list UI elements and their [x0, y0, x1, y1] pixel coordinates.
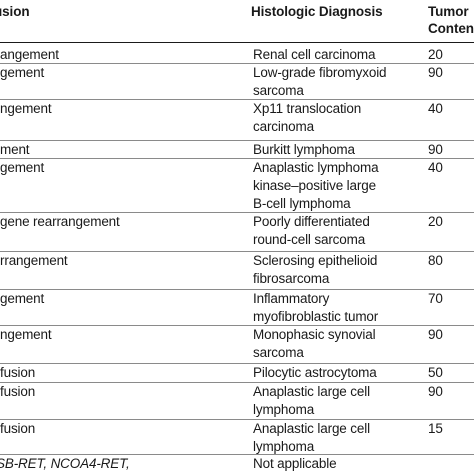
diagnosis-line: fibrosarcoma: [253, 270, 330, 286]
diagnosis-line: Xp11 translocation: [253, 101, 362, 116]
cell-fusion: fusion: [0, 365, 36, 380]
header-tumor-content-line2: Content: [428, 20, 474, 36]
row-divider: [0, 211, 474, 213]
cell-tumor-content: 20: [428, 47, 443, 62]
diagnosis-line: Poorly differentiated: [253, 214, 370, 229]
cell-tumor-content: 15: [428, 421, 443, 436]
table-header: usion Histologic Diagnosis Tumor Content: [0, 0, 474, 42]
cell-diagnosis: Renal cell carcinoma: [253, 46, 375, 64]
diagnosis-line: sarcoma: [253, 82, 304, 98]
cell-tumor-content: 40: [428, 101, 443, 116]
diagnosis-line: Renal cell carcinoma: [253, 47, 376, 62]
cell-tumor-content: 90: [428, 384, 443, 399]
header-histologic-diagnosis: Histologic Diagnosis: [251, 4, 383, 19]
diagnosis-line: Pilocytic astrocytoma: [253, 365, 377, 380]
cell-fusion: ment: [0, 142, 30, 157]
cell-diagnosis: Poorly differentiated round-cell sarcoma: [253, 213, 370, 249]
diagnosis-line: lymphoma: [253, 438, 315, 454]
cell-tumor-content: 90: [428, 65, 443, 80]
row-divider: [0, 157, 474, 159]
row-divider: [0, 381, 474, 383]
cell-fusion: gement: [0, 160, 45, 175]
diagnosis-line: round-cell sarcoma: [253, 231, 366, 247]
cell-diagnosis: Anaplastic large cell lymphoma: [253, 383, 370, 419]
cell-fusion: gement: [0, 291, 45, 306]
diagnosis-line: sarcoma: [253, 344, 304, 360]
cell-diagnosis: Pilocytic astrocytoma: [253, 364, 377, 382]
cell-fusion: fusion: [0, 421, 36, 436]
row-divider: [0, 250, 474, 252]
diagnosis-line: carcinoma: [253, 118, 314, 134]
cell-diagnosis: Anaplastic large cell lymphoma: [253, 420, 370, 456]
diagnosis-line: Monophasic synovial: [253, 327, 376, 342]
cell-diagnosis: Low-grade fibromyxoid sarcoma: [253, 64, 387, 100]
diagnosis-line: B-cell lymphoma: [253, 195, 351, 211]
diagnosis-line: Not applicable: [253, 456, 337, 471]
cell-diagnosis: Not applicable: [253, 455, 337, 473]
diagnosis-line: Sclerosing epithelioid: [253, 253, 378, 268]
cell-tumor-content: 50: [428, 365, 443, 380]
row-divider: [0, 62, 474, 64]
header-tumor-content-line1: Tumor: [428, 4, 469, 19]
diagnosis-line: Anaplastic large cell: [253, 384, 370, 399]
cell-diagnosis: Anaplastic lymphoma kinase–positive large…: [253, 159, 379, 212]
diagnosis-line: lymphoma: [253, 401, 315, 417]
cell-tumor-content: 40: [428, 160, 443, 175]
cell-tumor-content: 90: [428, 327, 443, 342]
header-fusion: usion: [0, 4, 30, 19]
cell-fusion: angement: [0, 47, 59, 62]
row-divider: [0, 324, 474, 326]
diagnosis-line: Low-grade fibromyxoid: [253, 65, 387, 80]
row-divider: [0, 98, 474, 100]
diagnosis-line: Anaplastic lymphoma: [253, 160, 379, 175]
cell-tumor-content: 90: [428, 142, 443, 157]
row-divider: [0, 139, 474, 141]
diagnosis-line: Burkitt lymphoma: [253, 142, 355, 157]
row-divider: [0, 418, 474, 420]
cell-tumor-content: 20: [428, 214, 443, 229]
header-divider: [0, 42, 474, 44]
cell-fusion: ngement: [0, 101, 52, 116]
header-tumor-content: Tumor Content: [428, 4, 474, 37]
cell-fusion: gement: [0, 65, 45, 80]
cell-fusion: rrangement: [0, 253, 68, 268]
row-divider: [0, 453, 474, 455]
cell-diagnosis: Burkitt lymphoma: [253, 141, 355, 159]
diagnosis-line: Anaplastic large cell: [253, 421, 370, 436]
row-divider: [0, 288, 474, 290]
diagnosis-line: myofibroblastic tumor: [253, 308, 379, 324]
cell-diagnosis: Monophasic synovial sarcoma: [253, 326, 376, 362]
cell-diagnosis: Sclerosing epithelioid fibrosarcoma: [253, 252, 377, 288]
cell-fusion: fusion: [0, 384, 36, 399]
cell-diagnosis: Xp11 translocation carcinoma: [253, 100, 361, 136]
diagnosis-line: kinase–positive large: [253, 177, 376, 193]
cell-tumor-content: 70: [428, 291, 443, 306]
cell-fusion: gene rearrangement: [0, 214, 120, 229]
cell-fusion: ngement: [0, 327, 52, 342]
diagnosis-line: Inflammatory: [253, 291, 330, 306]
row-divider: [0, 362, 474, 364]
cell-fusion: SB-RET, NCOA4-RET,: [0, 456, 130, 471]
cell-diagnosis: Inflammatory myofibroblastic tumor: [253, 290, 378, 326]
cell-tumor-content: 80: [428, 253, 443, 268]
